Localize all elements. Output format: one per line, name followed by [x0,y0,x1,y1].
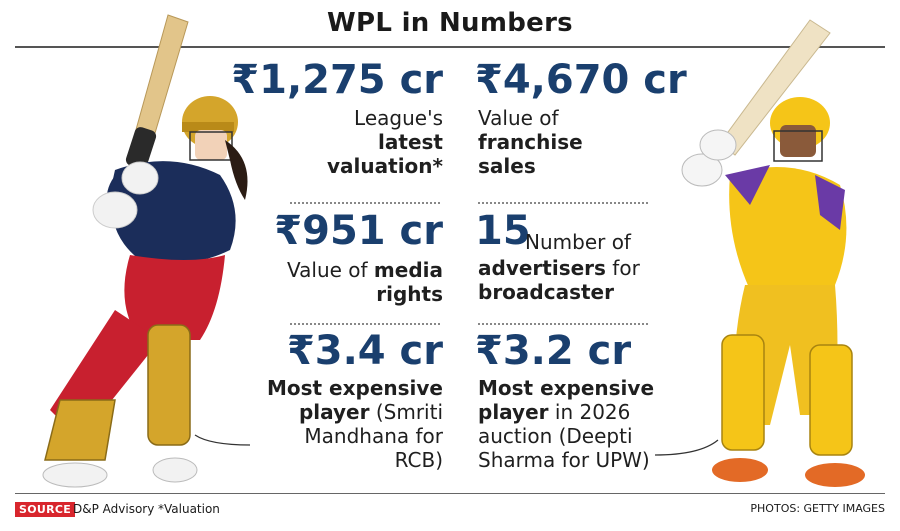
advertisers-value: 15 [475,208,531,254]
advertisers-label: advertisers for broadcaster [478,256,640,304]
league-valuation-value: ₹1,275 cr [231,57,443,103]
media-rights-label: Value of media rights [287,258,443,306]
page-title: WPL in Numbers [327,8,573,38]
photo-credit: PHOTOS: GETTY IMAGES [750,502,885,515]
divider-row-1-right [478,202,648,204]
expensive-player-label: Most expensive player (Smriti Mandhana f… [266,376,443,472]
divider-row-2-right [478,323,648,325]
valuation-note: *Valuation [158,502,220,516]
franchise-sales-label: Value of franchise sales [478,106,583,178]
media-rights-value: ₹951 cr [274,208,443,254]
franchise-sales-value: ₹4,670 cr [475,57,687,103]
advertisers-label-line1: Number of [525,230,631,254]
expensive-auction-label: Most expensive player in 2026 auction (D… [478,376,655,472]
top-rule [15,46,885,48]
source-badge: SOURCE [15,502,76,517]
upw-batter-illustration [681,19,865,487]
rcb-batter-illustration [42,14,248,488]
divider-row-1-left [290,202,440,204]
expensive-auction-value: ₹3.2 cr [475,328,632,374]
league-valuation-label: League's latest valuation* [327,106,443,178]
bottom-rule [15,493,885,494]
divider-row-2-left [290,323,440,325]
source-text: D&P Advisory [73,502,155,516]
expensive-player-value: ₹3.4 cr [286,328,443,374]
